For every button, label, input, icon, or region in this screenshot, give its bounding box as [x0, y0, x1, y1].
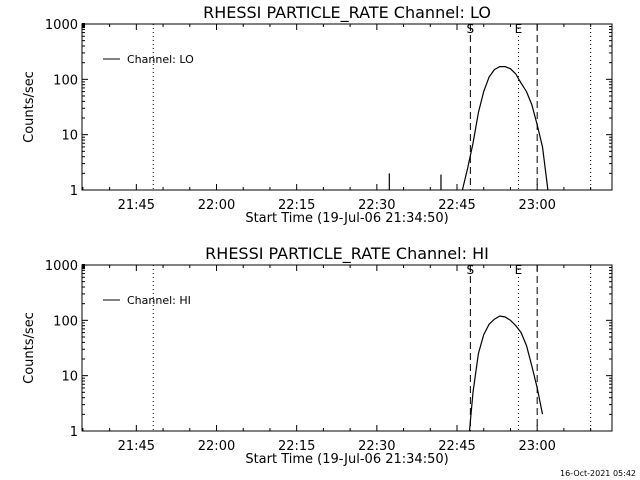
x-tick-label: 22:15	[278, 439, 315, 454]
axis-corner-mark	[82, 264, 85, 269]
y-tick-label: 100	[53, 73, 78, 88]
x-tick-label: 22:00	[198, 198, 235, 213]
x-tick-label: 23:00	[518, 198, 555, 213]
y-tick-label: 1000	[45, 259, 78, 274]
plot-frame	[81, 264, 613, 432]
x-axis-label: Start Time (19-Jul-06 21:34:50)	[245, 211, 448, 226]
chart-panel-0: RHESSI PARTICLE_RATE Channel: LO 1 10 100 10…	[22, 3, 613, 226]
y-tick-label: 1	[70, 425, 78, 440]
series-line	[468, 315, 544, 432]
x-tick-label: 22:15	[278, 198, 315, 213]
plot-frame	[81, 23, 613, 191]
y-axis-label: Counts/sec	[22, 71, 37, 143]
x-tick-label: 22:45	[438, 439, 475, 454]
x-tick-label: 23:00	[518, 439, 555, 454]
event-marker-label: S	[467, 263, 475, 277]
legend-label: Channel: HI	[127, 294, 191, 307]
event-marker-label: S	[467, 22, 475, 36]
y-tick-label: 10	[61, 370, 78, 385]
x-axis-label: Start Time (19-Jul-06 21:34:50)	[245, 452, 448, 467]
x-tick-label: 21:45	[118, 198, 155, 213]
x-tick-label: 22:00	[198, 439, 235, 454]
chart-title: RHESSI PARTICLE_RATE Channel: LO	[203, 3, 491, 23]
series-line	[461, 65, 549, 191]
x-tick-label: 22:45	[438, 198, 475, 213]
x-tick-label: 22:30	[358, 439, 395, 454]
y-axis-label: Counts/sec	[22, 312, 37, 384]
y-tick-label: 1000	[45, 18, 78, 33]
chart-title: RHESSI PARTICLE_RATE Channel: HI	[205, 244, 489, 264]
event-marker-label: E	[515, 22, 523, 36]
y-tick-label: 1	[70, 184, 78, 199]
event-marker-label: E	[515, 263, 523, 277]
legend-label: Channel: LO	[127, 53, 194, 66]
axis-corner-mark	[82, 23, 85, 28]
footer-date: 16-Oct-2021 05:42	[560, 469, 636, 478]
x-tick-label: 22:30	[358, 198, 395, 213]
y-tick-label: 10	[61, 129, 78, 144]
y-tick-label: 100	[53, 314, 78, 329]
x-tick-label: 21:45	[118, 439, 155, 454]
chart-panel-1: RHESSI PARTICLE_RATE Channel: HI 1 10 100 10…	[22, 244, 613, 467]
